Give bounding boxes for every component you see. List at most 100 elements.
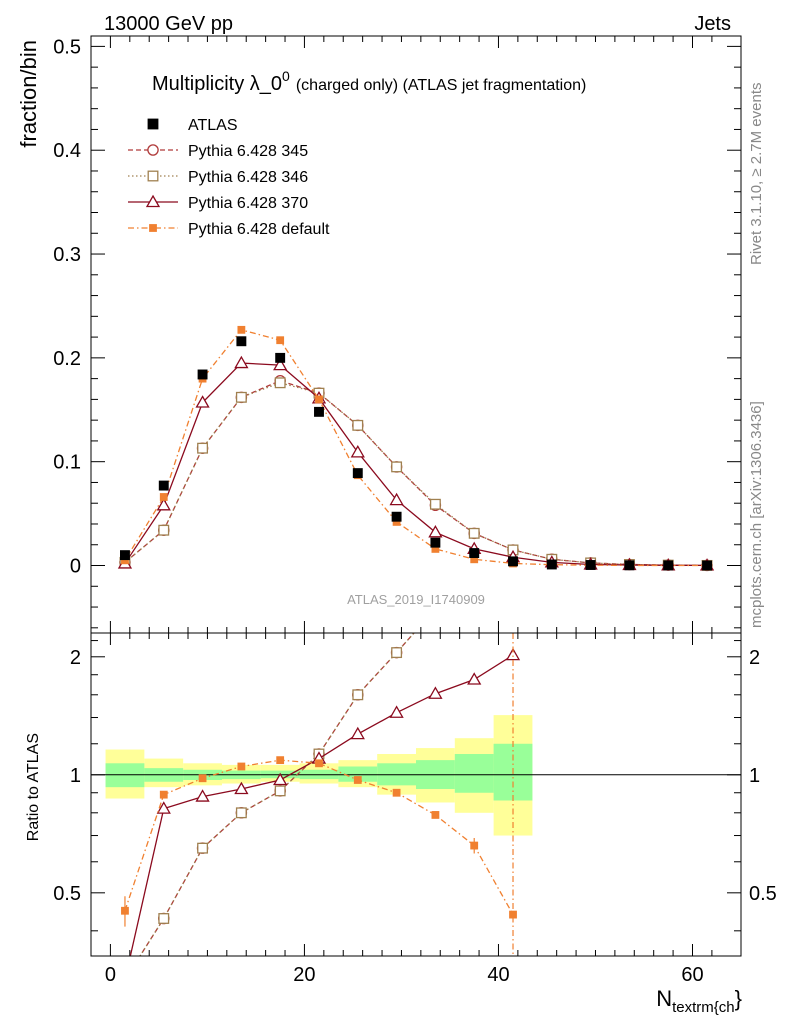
x-tick-label: 40 xyxy=(487,964,509,986)
ratio-marker-3 xyxy=(509,910,517,919)
legend-marker-2 xyxy=(145,194,161,208)
data-marker xyxy=(624,560,635,571)
ratio-tick-label-right: 2 xyxy=(749,647,760,669)
ratio-marker-3 xyxy=(237,762,246,771)
legend-label-0: Pythia 6.428 345 xyxy=(188,143,308,160)
ratio-marker-0 xyxy=(120,975,130,985)
legend-entry-3: Pythia 6.428 default xyxy=(128,221,330,238)
series-marker-1 xyxy=(197,442,209,454)
ratio-frame xyxy=(90,632,742,957)
x-axis-label: Ntextrm{ch} xyxy=(656,986,742,1016)
data-marker xyxy=(702,560,712,571)
x-axis-label-sub: textrm{ch xyxy=(672,999,735,1016)
series-marker-2 xyxy=(195,395,210,408)
ratio-marker-1 xyxy=(235,807,247,819)
ratio-tick-label-right: 0.5 xyxy=(749,883,777,905)
side-label-mcplots: mcplots.cern.ch [arXiv:1306.3436] xyxy=(748,401,765,628)
series-marker-3 xyxy=(237,325,246,334)
series-marker-2 xyxy=(273,357,288,371)
main-series-layer xyxy=(117,325,715,572)
legend-label-2: Pythia 6.428 370 xyxy=(188,195,308,212)
legend: ATLAS Pythia 6.428 345 Pythia 6.428 346 Pyt… xyxy=(128,117,330,238)
ratio-marker-3 xyxy=(392,788,401,797)
ratio-marker-3 xyxy=(276,756,285,765)
y-axis-label: fraction/bin xyxy=(16,40,41,148)
ratio-marker-1 xyxy=(469,572,479,582)
data-marker xyxy=(197,369,208,380)
ratio-marker-1 xyxy=(197,842,209,854)
legend-label-3: Pythia 6.428 default xyxy=(188,221,330,238)
series-marker-3 xyxy=(392,518,401,526)
ratio-line-2 xyxy=(129,654,514,956)
legend-label-data: ATLAS xyxy=(188,117,238,134)
legend-label-1: Pythia 6.428 346 xyxy=(188,169,308,186)
series-marker-1 xyxy=(468,527,480,539)
ratio-marker-3 xyxy=(353,776,362,784)
ratio-line-3 xyxy=(124,759,514,915)
y-tick-label: 0.2 xyxy=(53,348,81,370)
y-tick-label: 0.3 xyxy=(53,244,81,266)
ratio-tick-label: 1 xyxy=(70,765,81,787)
ratio-y-axis-label: Ratio to ATLAS xyxy=(25,733,42,841)
side-label-rivet: Rivet 3.1.10, ≥ 2.7M events xyxy=(748,83,765,266)
y-tick-label: 0.5 xyxy=(53,36,81,58)
ratio-tick-label: 0.5 xyxy=(53,883,81,905)
chart-title-sup: 0 xyxy=(282,68,290,84)
ratio-marker-3 xyxy=(431,811,440,819)
chart-title-suffix: (charged only) (ATLAS jet fragmentation) xyxy=(296,77,587,94)
series-line-0 xyxy=(124,380,708,567)
data-marker xyxy=(508,556,518,567)
ratio-marker-2 xyxy=(156,801,171,814)
ratio-marker-2 xyxy=(195,789,210,802)
series-marker-1 xyxy=(235,391,247,403)
series-line-3 xyxy=(124,329,708,567)
watermark: ATLAS_2019_I1740909 xyxy=(347,592,485,607)
x-tick-label: 60 xyxy=(681,964,703,986)
series-marker-3 xyxy=(470,555,479,564)
data-marker xyxy=(546,559,557,570)
ratio-marker-2 xyxy=(428,686,443,699)
series-marker-3 xyxy=(159,493,168,501)
ratio-marker-2 xyxy=(505,647,521,661)
legend-marker-1 xyxy=(147,170,159,182)
series-marker-1 xyxy=(352,419,364,431)
ratio-tick-label: 2 xyxy=(70,647,81,669)
ratio-band-green xyxy=(338,766,378,782)
ratio-marker-1 xyxy=(391,647,403,659)
legend-marker-3 xyxy=(149,224,157,232)
ratio-marker-0 xyxy=(469,572,479,582)
main-plot: 0 0.1 0.2 0.3 0.4 0.5 xyxy=(53,36,741,633)
series-marker-3 xyxy=(315,395,323,404)
ratio-marker-1 xyxy=(120,975,130,985)
legend-entry-data: ATLAS xyxy=(147,117,238,134)
ratio-marker-3 xyxy=(198,774,207,783)
ratio-marker-3 xyxy=(315,759,323,768)
data-marker xyxy=(469,548,480,559)
ratio-series-layer xyxy=(119,572,521,985)
header-right: Jets xyxy=(694,13,731,35)
data-marker xyxy=(430,537,441,548)
series-marker-2 xyxy=(234,355,249,369)
series-marker-2 xyxy=(156,497,171,511)
data-marker xyxy=(158,480,169,491)
ratio-marker-3 xyxy=(159,790,168,799)
ratio-band xyxy=(105,715,533,836)
series-marker-2 xyxy=(350,445,365,458)
series-marker-3 xyxy=(431,545,440,553)
ratio-marker-2 xyxy=(350,726,365,740)
ratio-plot: 0 20 40 60 0.5 0.5 1 1 2 2 xyxy=(53,572,777,986)
ratio-tick-label-right: 1 xyxy=(749,765,760,787)
ratio-marker-2 xyxy=(273,772,288,786)
series-marker-1 xyxy=(158,524,170,536)
ratio-marker-1 xyxy=(158,913,170,924)
ratio-marker-2 xyxy=(119,974,131,985)
series-marker-1 xyxy=(391,461,403,473)
data-marker xyxy=(585,560,596,570)
y-tick-label: 0 xyxy=(70,556,81,578)
ratio-marker-1 xyxy=(352,689,364,701)
data-marker xyxy=(314,406,324,417)
series-marker-2 xyxy=(428,524,443,538)
legend-entry-2: Pythia 6.428 370 xyxy=(128,194,308,212)
data-marker xyxy=(391,511,402,522)
